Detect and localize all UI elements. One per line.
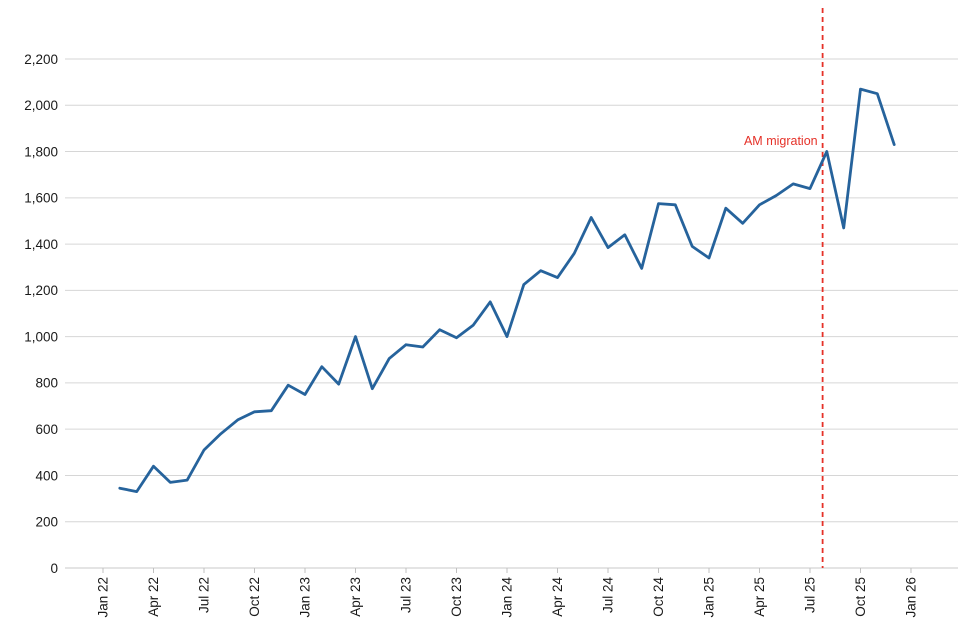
x-axis-tick-label: Oct 24 [651,577,666,617]
y-axis-tick-label: 1,400 [24,237,58,252]
x-axis-tick-label: Jul 23 [399,577,414,613]
x-axis-tick-label: Jan 26 [904,577,919,618]
y-axis-tick-label: 1,600 [24,191,58,206]
x-axis-tick-label: Jan 23 [298,577,313,618]
am-migration-label: AM migration [744,134,818,148]
y-axis-tick-label: 0 [50,561,58,576]
x-axis-tick-label: Jan 22 [96,577,111,618]
x-axis-tick-label: Oct 23 [449,577,464,617]
x-axis: Jan 22 Apr 22 Jul 22 Oct 22 Jan 23 Apr 23 Jul … [96,568,919,618]
y-axis-tick-label: 2,000 [24,98,58,113]
x-axis-tick-label: Apr 23 [348,577,363,617]
x-axis-tick-label: Jul 24 [601,577,616,614]
x-axis-tick-label: Apr 22 [146,577,161,617]
x-axis-tick-label: Jul 25 [803,577,818,613]
x-axis-tick-label: Jan 24 [500,577,515,618]
y-gridlines [65,58,958,569]
x-axis-tick-label: Apr 24 [550,577,565,617]
x-axis-tick-label: Apr 25 [752,577,767,617]
y-axis-labels: 0 200 400 600 800 1,000 1,200 1,400 1,600 1,800 2,… [24,52,58,576]
y-axis-tick-label: 200 [35,515,58,530]
y-axis-tick-label: 600 [35,422,58,437]
x-axis-tick-label: Oct 22 [247,577,262,617]
x-axis-tick-label: Jul 22 [197,577,212,613]
y-axis-tick-label: 400 [35,468,58,483]
x-axis-tick-label: Oct 25 [853,577,868,617]
y-axis-tick-label: 1,000 [24,329,58,344]
y-axis-tick-label: 1,200 [24,283,58,298]
y-axis-tick-label: 800 [35,376,58,391]
data-series-line [118,87,896,493]
y-axis-tick-label: 1,800 [24,144,58,159]
x-axis-tick-label: Jan 25 [702,577,717,618]
y-axis-tick-label: 2,200 [24,52,58,67]
